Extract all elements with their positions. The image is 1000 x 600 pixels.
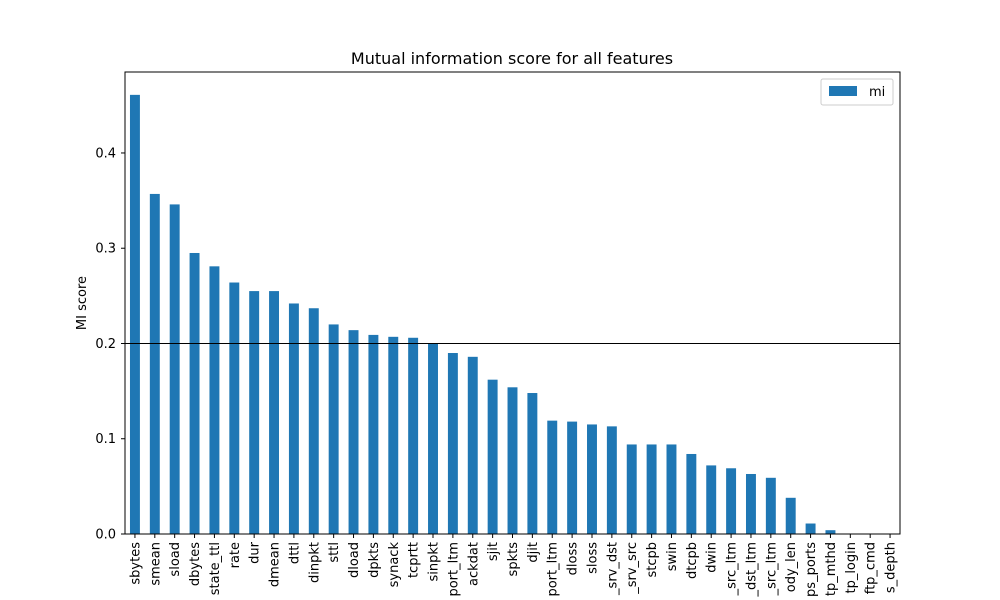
x-tick-label: dinpkt xyxy=(307,542,322,583)
x-tick-label: sloss xyxy=(585,542,600,574)
x-tick-label: dmean xyxy=(268,542,283,587)
bar-dpkts xyxy=(368,334,379,534)
bar-dmean xyxy=(269,291,280,534)
x-tick-label: stcpb xyxy=(645,542,660,578)
bar-sloss xyxy=(587,424,597,534)
x-tick-label: tp_login xyxy=(844,542,859,594)
bar-djit xyxy=(527,393,538,534)
bar-src-ltm xyxy=(726,468,737,534)
x-tick-label: sbytes xyxy=(128,542,143,585)
y-tick-label: 0.4 xyxy=(95,146,116,161)
bar-dinpkt xyxy=(308,308,319,534)
x-tick-label: _src_ltm xyxy=(764,542,779,596)
y-tick-label: 0.2 xyxy=(95,337,116,352)
x-tick-label: tp_mthd xyxy=(824,542,839,596)
x-tick-label: _dst_ltm xyxy=(744,542,759,598)
legend-swatch xyxy=(829,86,857,96)
x-ticks-layer: sbytes smean sload dbytes state_ttl rate dur dm… xyxy=(128,534,899,598)
bar-ody-len xyxy=(785,497,796,534)
bar-dttl xyxy=(288,303,299,534)
bar-swin xyxy=(666,444,677,534)
bar-tp-mthd xyxy=(825,530,836,534)
x-tick-label: rate xyxy=(228,542,243,568)
bar-srv-dst xyxy=(606,426,617,534)
x-tick-label: ody_len xyxy=(784,542,799,592)
legend-label: mi xyxy=(869,85,885,100)
x-tick-label: djit xyxy=(526,542,541,563)
chart-title: Mutual information score for all feature… xyxy=(351,49,673,68)
x-tick-label: _src_ltm xyxy=(725,542,740,596)
bar-dwin xyxy=(706,465,717,534)
x-tick-label: sinpkt xyxy=(427,542,442,582)
x-tick-label: swin xyxy=(665,542,680,571)
legend: mi xyxy=(820,78,894,106)
bar-sjit xyxy=(487,379,498,534)
bar-ps-ports xyxy=(805,523,816,534)
bar-dur xyxy=(249,291,260,534)
x-tick-label: _srv_dst xyxy=(605,542,620,596)
x-tick-label: dbytes xyxy=(188,542,203,586)
bar-sbytes xyxy=(129,94,140,535)
bar-dtcpb xyxy=(686,453,697,534)
bar-tcprtt xyxy=(408,337,419,534)
x-tick-label: dpkts xyxy=(367,542,382,578)
bar-stcpb xyxy=(646,444,657,534)
x-tick-label: dwin xyxy=(705,542,720,573)
x-tick-label: dtcpb xyxy=(685,542,700,579)
x-tick-label: sload xyxy=(168,542,183,577)
bar-state-ttl xyxy=(209,266,220,534)
bar-sttl xyxy=(328,324,339,534)
bar-synack xyxy=(388,336,399,534)
y-tick-label: 0.1 xyxy=(95,432,116,447)
x-tick-label: port_ltm xyxy=(446,542,461,597)
bar-sinpkt xyxy=(428,343,438,534)
bars-layer xyxy=(129,94,836,535)
x-tick-label: ftp_cmd xyxy=(864,542,879,594)
bar-spkts xyxy=(507,387,518,534)
y-ticks-layer: 0.0 0.1 0.2 0.3 0.4 xyxy=(95,146,125,543)
bar-ackdat xyxy=(467,356,478,534)
bar-srv-src xyxy=(626,444,637,534)
x-tick-label: dttl xyxy=(287,542,302,564)
x-tick-label: smean xyxy=(148,542,163,586)
x-tick-label: dloss xyxy=(566,542,581,576)
bar-rate xyxy=(229,282,240,534)
bar-smean xyxy=(149,193,160,534)
bar-dbytes xyxy=(189,252,200,535)
y-tick-label: 0.0 xyxy=(95,528,116,543)
bar-dloss xyxy=(567,421,578,534)
bar-sload xyxy=(169,204,180,534)
x-tick-label: port_ltm xyxy=(546,542,561,597)
x-tick-label: tcprtt xyxy=(407,542,422,578)
x-tick-label: ps_ports xyxy=(804,542,819,597)
bar-port-ltm xyxy=(547,420,558,534)
bar-dst-ltm xyxy=(745,473,756,534)
x-tick-label: sjit xyxy=(486,542,501,561)
x-tick-label: s_depth xyxy=(884,542,899,593)
x-tick-label: _srv_src xyxy=(625,542,640,595)
x-tick-label: state_ttl xyxy=(208,542,223,595)
y-tick-label: 0.3 xyxy=(95,242,116,257)
x-tick-label: dload xyxy=(347,542,362,578)
bar-src-ltm xyxy=(765,477,776,534)
x-tick-label: spkts xyxy=(506,542,521,577)
x-tick-label: synack xyxy=(387,542,402,588)
y-axis-label: MI score xyxy=(75,276,90,330)
x-tick-label: dur xyxy=(248,541,263,563)
x-tick-label: ackdat xyxy=(466,542,481,586)
bar-dload xyxy=(348,330,359,534)
bar-port-ltm xyxy=(447,353,458,534)
x-tick-label: sttl xyxy=(327,542,342,563)
